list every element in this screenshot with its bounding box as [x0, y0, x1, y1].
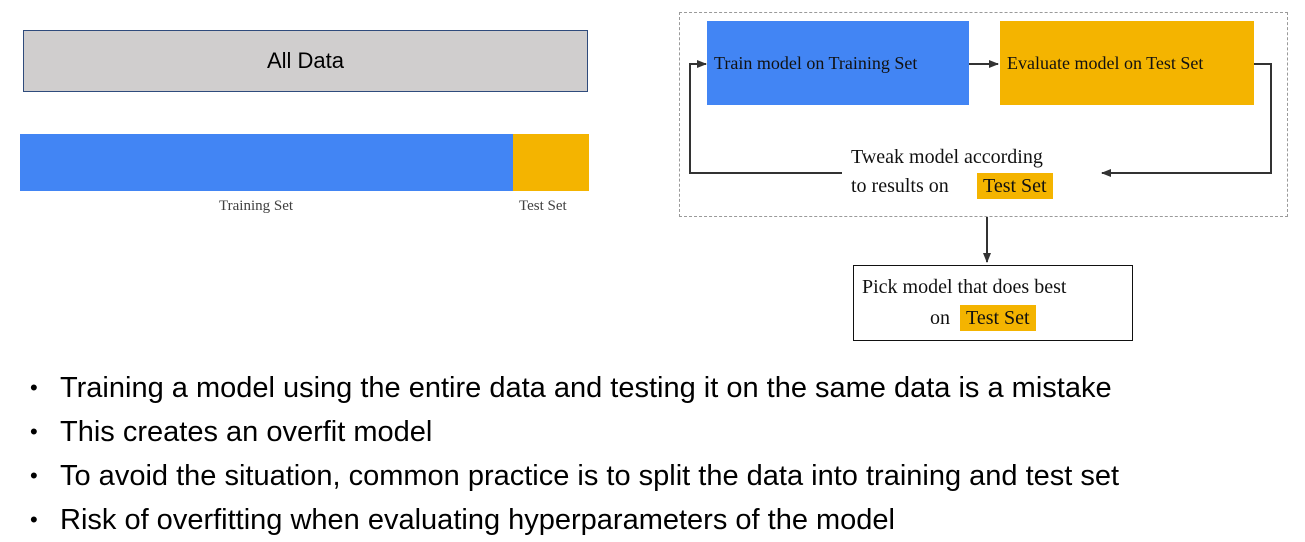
tweak-test-set-highlight: Test Set [977, 173, 1053, 199]
pick-line-2: on [930, 307, 950, 329]
pick-line-1: Pick model that does best [862, 276, 1067, 298]
bullet-icon: • [30, 419, 38, 444]
all-data-box: All Data [23, 30, 588, 92]
bullet-text: To avoid the situation, common practice … [60, 460, 1120, 492]
bullet-list: • Training a model using the entire data … [30, 366, 1119, 542]
test-set-bar [513, 134, 589, 191]
flow-frame [679, 12, 1288, 217]
bullet-icon: • [30, 375, 38, 400]
all-data-label: All Data [266, 48, 345, 73]
evaluate-model-box: Evaluate model on Test Set [1000, 21, 1254, 105]
tweak-line-2: to results on [851, 175, 949, 197]
bullet-icon: • [30, 507, 38, 532]
train-model-box: Train model on Training Set [707, 21, 969, 105]
arrow-tweak-to-train [689, 60, 842, 174]
train-model-label: Train model on Training Set [714, 52, 918, 73]
bullet-item: • To avoid the situation, common practice… [30, 454, 1119, 498]
bullet-item: • Risk of overfitting when evaluating hyp… [30, 498, 1119, 542]
training-set-bar [20, 134, 513, 191]
bullet-text: Risk of overfitting when evaluating hype… [60, 504, 895, 536]
bullet-item: • This creates an overfit model [30, 410, 1119, 454]
arrow-eval-to-tweak [1101, 63, 1272, 177]
bullet-icon: • [30, 463, 38, 488]
bullet-item: • Training a model using the entire data … [30, 366, 1119, 410]
bullet-text: This creates an overfit model [60, 416, 433, 448]
evaluate-model-label: Evaluate model on Test Set [1007, 52, 1204, 73]
test-set-label: Test Set [519, 198, 567, 214]
pick-test-set-highlight: Test Set [960, 305, 1036, 331]
training-set-label: Training Set [219, 198, 294, 214]
tweak-line-1: Tweak model according [851, 146, 1043, 168]
bullet-text: Training a model using the entire data a… [60, 372, 1112, 404]
